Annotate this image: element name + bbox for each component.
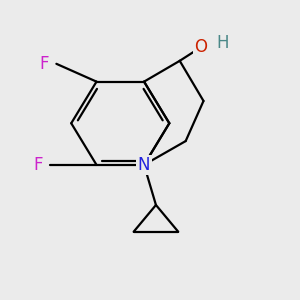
Text: F: F (34, 156, 43, 174)
Text: F: F (39, 55, 49, 73)
Text: H: H (217, 34, 229, 52)
Text: N: N (138, 156, 150, 174)
Text: O: O (194, 38, 207, 56)
